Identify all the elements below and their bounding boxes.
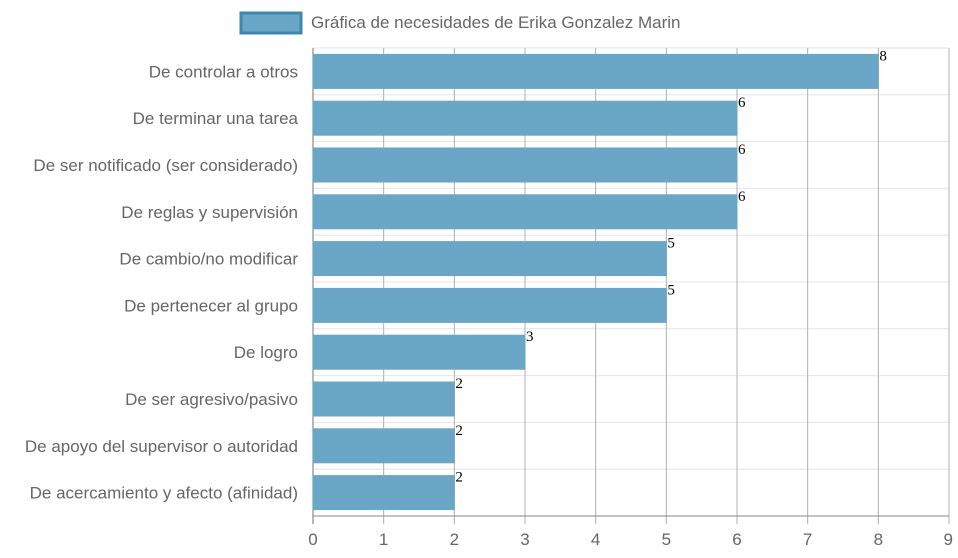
- bar[interactable]: [312, 334, 526, 370]
- category-label: De acercamiento y afecto (afinidad): [30, 484, 298, 503]
- category-labels: De controlar a otros De terminar una tare…: [25, 62, 299, 502]
- category-label: De controlar a otros: [149, 62, 298, 81]
- data-label: 2: [455, 376, 463, 392]
- bar[interactable]: [312, 475, 455, 511]
- x-tick-label: 0: [308, 530, 317, 549]
- data-label: 6: [738, 189, 746, 205]
- bar[interactable]: [312, 287, 667, 323]
- bar[interactable]: [312, 381, 455, 417]
- legend-label: Gráfica de necesidades de Erika Gonzalez…: [311, 13, 680, 32]
- data-label: 2: [455, 423, 463, 439]
- x-tick-label: 9: [944, 530, 953, 549]
- bar[interactable]: [312, 241, 667, 277]
- category-label: De pertenecer al grupo: [124, 296, 298, 315]
- bar[interactable]: [312, 100, 738, 136]
- x-tick-label: 7: [803, 530, 812, 549]
- legend[interactable]: Gráfica de necesidades de Erika Gonzalez…: [239, 11, 680, 35]
- x-tick-label: 6: [732, 530, 741, 549]
- data-label: 6: [738, 95, 746, 111]
- bars: [312, 53, 879, 511]
- x-tick-label: 2: [450, 530, 459, 549]
- category-label: De logro: [234, 343, 298, 362]
- category-label: De apoyo del supervisor o autoridad: [25, 437, 298, 456]
- x-tick-label: 8: [874, 530, 883, 549]
- x-tick-label: 5: [662, 530, 671, 549]
- x-tick-label: 1: [379, 530, 388, 549]
- data-label: 5: [667, 282, 675, 298]
- bar[interactable]: [312, 147, 738, 183]
- x-tick-label: 4: [591, 530, 600, 549]
- x-axis-tick-labels: 0 1 2 3 4 5 6 7 8 9: [308, 530, 953, 549]
- data-label: 8: [879, 48, 887, 64]
- data-label: 3: [526, 329, 534, 345]
- category-label: De reglas y supervisión: [121, 203, 298, 222]
- bar[interactable]: [312, 428, 455, 464]
- data-label: 5: [667, 236, 675, 252]
- legend-swatch: [239, 11, 303, 35]
- bar[interactable]: [312, 194, 738, 230]
- data-labels: 8 6 6 6 5 5 3 2 2 2: [455, 48, 886, 485]
- category-label: De terminar una tarea: [133, 109, 299, 128]
- data-label: 2: [455, 470, 463, 486]
- x-tick-label: 3: [520, 530, 529, 549]
- category-label: De ser notificado (ser considerado): [33, 156, 298, 175]
- data-label: 6: [738, 142, 746, 158]
- category-label: De cambio/no modificar: [119, 250, 298, 269]
- bar[interactable]: [312, 53, 879, 89]
- category-label: De ser agresivo/pasivo: [125, 390, 298, 409]
